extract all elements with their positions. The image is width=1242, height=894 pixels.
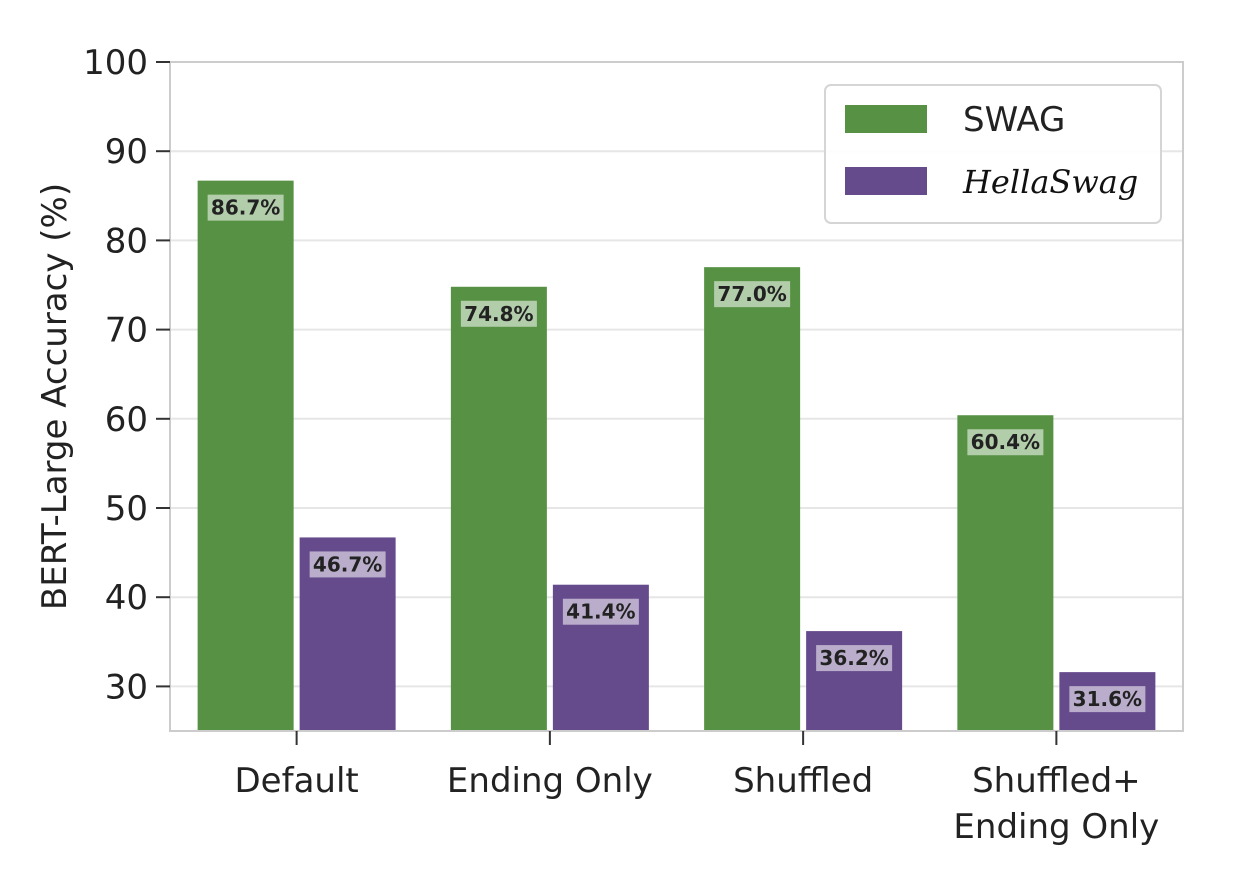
legend-swatch xyxy=(845,167,927,195)
bar-value-label: 60.4% xyxy=(971,430,1040,454)
y-tick-label: 40 xyxy=(105,578,148,618)
x-tick-label: Ending Only xyxy=(447,761,653,801)
y-tick-label: 80 xyxy=(105,221,148,261)
legend-label: SWAG xyxy=(963,100,1065,140)
plot-frame xyxy=(169,61,1184,732)
bar-value-label: 77.0% xyxy=(717,282,786,306)
bar-value-label: 74.8% xyxy=(464,302,533,326)
bar-label-bg xyxy=(207,194,284,221)
bars xyxy=(197,180,1156,732)
bar-label-bg xyxy=(309,551,386,578)
legend-swatch xyxy=(845,105,927,133)
bar-label-bg xyxy=(816,645,893,672)
bar-label-bg xyxy=(967,429,1044,456)
x-tick-label: Shuffled xyxy=(733,761,873,801)
bar-value-label: 31.6% xyxy=(1073,687,1142,711)
bar-swag-2 xyxy=(704,267,801,731)
bar-swag-1 xyxy=(450,286,547,731)
legend-label: HellaSwag xyxy=(962,163,1138,201)
y-tick-label: 100 xyxy=(83,43,148,83)
bar-label-bg xyxy=(562,598,639,625)
x-tick-label: Default xyxy=(235,761,359,801)
y-tick-label: 50 xyxy=(105,489,148,529)
bar-label-bg xyxy=(460,300,537,327)
bar-label-bg xyxy=(1069,686,1146,713)
bar-value-label: 41.4% xyxy=(566,600,635,624)
y-tick-label: 90 xyxy=(105,132,148,172)
bar-swag-0 xyxy=(197,180,294,732)
bar-value-label: 46.7% xyxy=(313,552,382,576)
y-tick-label: 60 xyxy=(105,400,148,440)
bar-swag-3 xyxy=(957,415,1054,731)
bar-label-bg xyxy=(714,281,791,308)
x-tick-label: Shuffled+ xyxy=(972,761,1141,801)
y-axis-label: BERT-Large Accuracy (%) xyxy=(35,183,75,610)
legend: SWAG HellaSwag xyxy=(824,84,1162,224)
bar-labels: 86.7% 46.7% 74.8% 41.4% 77.0% 36.2% 60.4% 31.6% xyxy=(207,194,1146,713)
bar-value-label: 86.7% xyxy=(211,196,280,220)
bar-value-label: 36.2% xyxy=(819,646,888,670)
y-tick-label: 30 xyxy=(105,667,148,707)
y-tick-label: 70 xyxy=(105,311,148,351)
x-tick-label: Ending Only xyxy=(953,807,1159,847)
y-axis: 30 40 50 60 70 80 90 100 xyxy=(83,43,170,707)
x-axis: Default Ending Only Shuffled Shuffled+ Endin… xyxy=(235,731,1159,847)
